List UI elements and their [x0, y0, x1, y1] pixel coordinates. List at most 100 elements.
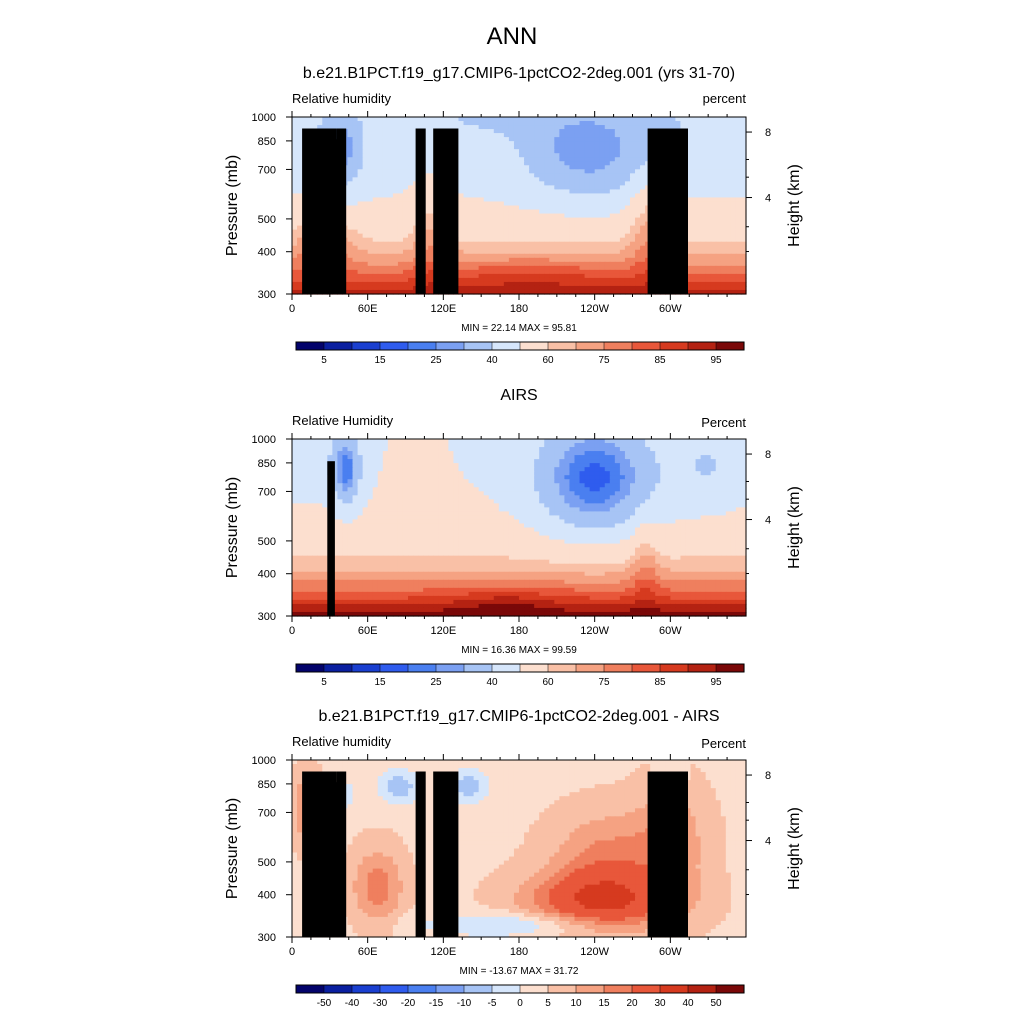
contour-cell: [519, 245, 525, 251]
contour-cell: [392, 289, 399, 295]
contour-cell: [549, 137, 555, 142]
contour-cell: [544, 177, 550, 182]
contour-cell: [297, 459, 303, 464]
contour-cell: [408, 121, 414, 126]
contour-cell: [614, 237, 621, 243]
contour-cell: [594, 229, 601, 235]
contour-cell: [619, 265, 626, 271]
contour-cell: [690, 177, 697, 182]
contour-cell: [549, 467, 555, 472]
contour-cell: [614, 133, 621, 138]
contour-cell: [720, 117, 727, 122]
contour-cell: [332, 443, 338, 448]
contour-cell: [408, 141, 414, 146]
contour-cell: [715, 213, 722, 219]
contour-cell: [367, 265, 374, 271]
contour-cell: [292, 209, 298, 215]
contour-cell: [594, 125, 601, 130]
contour-cell: [493, 463, 500, 468]
contour-cell: [408, 185, 414, 191]
contour-cell: [579, 169, 586, 174]
contour-cell: [740, 169, 747, 174]
contour-cell: [705, 153, 712, 158]
contour-cell: [292, 241, 298, 247]
contour-cell: [710, 213, 717, 219]
contour-cell: [589, 459, 596, 464]
contour-cell: [347, 129, 354, 134]
contour-cell: [604, 177, 611, 182]
contour-cell: [498, 141, 505, 146]
contour-cell: [513, 173, 520, 178]
contour-cell: [695, 149, 702, 154]
contour-cell: [599, 233, 606, 239]
contour-cell: [408, 253, 414, 259]
contour-cell: [725, 133, 732, 138]
contour-cell: [715, 451, 722, 456]
contour-cell: [488, 241, 495, 247]
topography-block: [647, 128, 688, 294]
contour-cell: [493, 197, 500, 203]
contour-cell: [483, 277, 490, 283]
contour-cell: [725, 265, 732, 271]
contour-cell: [579, 185, 586, 191]
contour-cell: [362, 229, 369, 235]
contour-cell: [508, 165, 515, 170]
contour-cell: [402, 221, 409, 227]
contour-cell: [740, 193, 747, 199]
contour-cell: [740, 289, 747, 295]
contour-cell: [549, 475, 555, 480]
contour-cell: [513, 181, 520, 186]
contour-cell: [700, 161, 707, 166]
contour-cell: [589, 149, 596, 154]
contour-cell: [498, 443, 505, 448]
contour-cell: [640, 153, 646, 158]
contour-cell: [604, 125, 611, 130]
contour-cell: [700, 467, 707, 472]
contour-cell: [740, 281, 747, 287]
contour-cell: [609, 221, 616, 227]
contour-cell: [519, 237, 525, 243]
contour-cell: [473, 209, 480, 215]
contour-cell: [579, 245, 586, 251]
contour-cell: [423, 205, 429, 211]
contour-cell: [392, 189, 399, 195]
contour-cell: [614, 193, 621, 199]
contour-cell: [297, 133, 303, 138]
contour-cell: [564, 173, 571, 178]
contour-cell: [665, 439, 671, 444]
contour-cell: [695, 125, 702, 130]
contour-cell: [720, 261, 727, 267]
contour-cell: [423, 233, 429, 239]
contour-cell: [564, 253, 571, 259]
contour-cell: [554, 225, 560, 231]
contour-cell: [342, 121, 349, 126]
contour-cell: [735, 229, 742, 235]
contour-cell: [549, 289, 555, 295]
contour-cell: [478, 257, 485, 263]
contour-cell: [695, 209, 702, 215]
contour-cell: [392, 117, 399, 122]
contour-cell: [513, 145, 520, 150]
contour-cell: [292, 145, 298, 150]
contour-cell: [675, 455, 682, 460]
contour-cell: [544, 145, 550, 150]
contour-cell: [397, 471, 404, 476]
contour-cell: [579, 289, 586, 295]
contour-cell: [584, 455, 591, 460]
contour-cell: [367, 181, 374, 186]
contour-cell: [685, 285, 692, 291]
contour-cell: [362, 205, 369, 211]
contour-cell: [589, 455, 596, 460]
contour-cell: [382, 137, 389, 142]
contour-cell: [473, 217, 480, 223]
contour-cell: [549, 237, 555, 243]
contour-cell: [730, 475, 737, 480]
contour-cell: [382, 249, 389, 255]
contour-cell: [292, 261, 298, 267]
contour-cell: [352, 285, 359, 291]
contour-cell: [624, 161, 631, 166]
contour-cell: [508, 177, 515, 182]
contour-cell: [508, 193, 515, 199]
contour-cell: [700, 121, 707, 126]
contour-cell: [695, 261, 702, 267]
